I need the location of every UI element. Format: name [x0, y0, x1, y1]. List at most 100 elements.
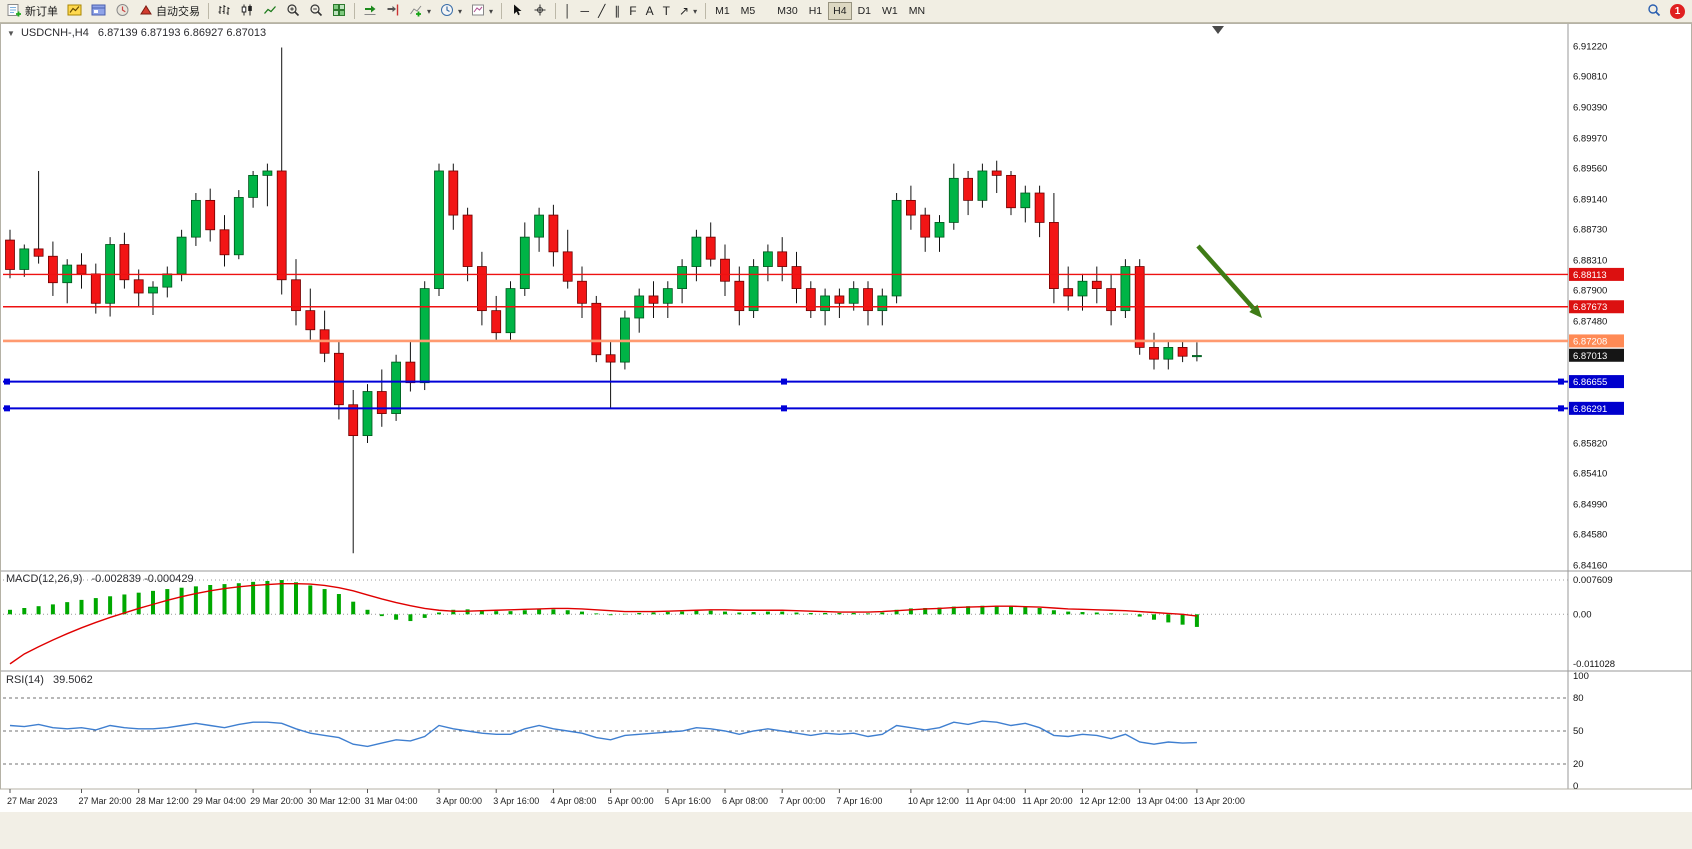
fibonacci-button[interactable]: F — [625, 1, 640, 21]
svg-text:13 Apr 20:00: 13 Apr 20:00 — [1194, 796, 1245, 806]
svg-text:6.87673: 6.87673 — [1573, 302, 1607, 313]
timeframe-d1-button[interactable]: D1 — [853, 2, 876, 20]
macd-signal-line — [9, 582, 1197, 665]
arrows-button[interactable]: ↗ ▾ — [675, 1, 701, 21]
line-handle[interactable] — [1558, 405, 1564, 412]
line-handle[interactable] — [781, 405, 787, 412]
periods-button[interactable]: ▾ — [436, 1, 466, 21]
price-badge — [1569, 401, 1624, 415]
candlestick-chart-button[interactable] — [236, 1, 258, 21]
text-button[interactable]: A — [642, 1, 658, 21]
timeframe-m5-button[interactable]: M5 — [736, 2, 761, 20]
timeframe-m1-button[interactable]: M1 — [710, 2, 735, 20]
timeframe-h4-button[interactable]: H4 — [828, 2, 852, 20]
new-order-label: 新订单 — [25, 6, 58, 18]
svg-text:3 Apr 16:00: 3 Apr 16:00 — [493, 796, 539, 806]
svg-text:6.87480: 6.87480 — [1573, 316, 1607, 327]
timeframe-h1-button[interactable]: H1 — [804, 2, 827, 20]
label-button[interactable]: T — [659, 1, 674, 21]
chart-shift-button[interactable] — [382, 1, 404, 21]
chevron-down-icon: ▾ — [693, 6, 698, 16]
trend-arrow-head[interactable] — [1249, 304, 1262, 318]
trendline-button[interactable]: ╱ — [594, 1, 609, 21]
timeframe-w1-button[interactable]: W1 — [877, 2, 903, 20]
templates-button[interactable]: ▾ — [467, 1, 497, 21]
svg-text:29 Mar 20:00: 29 Mar 20:00 — [250, 796, 303, 806]
timeframe-m30-button[interactable]: M30 — [772, 2, 802, 20]
svg-text:6.84580: 6.84580 — [1573, 530, 1607, 541]
price-badge — [1569, 375, 1624, 389]
chart-header: ▼ USDCNH-,H4 6.87139 6.87193 6.86927 6.8… — [7, 27, 266, 39]
bar-chart-button[interactable] — [213, 1, 235, 21]
svg-text:6.87900: 6.87900 — [1573, 286, 1607, 297]
new-order-button[interactable]: 新订单 — [3, 1, 62, 21]
timeframe-m15-button[interactable] — [761, 2, 771, 20]
ohlc-open: 6.87139 — [97, 27, 138, 39]
navigator-panel-button[interactable] — [111, 1, 134, 21]
svg-text:7 Apr 00:00: 7 Apr 00:00 — [779, 796, 825, 806]
trendline-icon: ╱ — [598, 4, 606, 18]
svg-text:0: 0 — [1573, 781, 1578, 792]
line-chart-button[interactable] — [259, 1, 281, 21]
svg-text:3 Apr 00:00: 3 Apr 00:00 — [436, 796, 482, 806]
template-icon — [471, 3, 485, 20]
svg-text:29 Mar 04:00: 29 Mar 04:00 — [193, 796, 246, 806]
symbol-label: USDCNH-,H4 — [20, 27, 89, 39]
line-handle[interactable] — [4, 405, 10, 412]
vertical-line-button[interactable]: │ — [560, 1, 576, 21]
timeframe-mn-button[interactable]: MN — [904, 2, 930, 20]
horizontal-line-button[interactable]: ─ — [577, 1, 594, 21]
toolbar-separator — [208, 3, 209, 19]
ohlc-close: 6.87013 — [226, 27, 267, 39]
channel-icon: ∥ — [614, 4, 621, 18]
svg-text:6.89970: 6.89970 — [1573, 133, 1607, 144]
channel-button[interactable]: ∥ — [610, 1, 624, 21]
cursor-button[interactable] — [506, 1, 528, 21]
label-icon: T — [662, 4, 670, 18]
rsi-value: 39.5062 — [52, 674, 93, 686]
svg-text:6.85820: 6.85820 — [1573, 438, 1607, 449]
price-badge — [1569, 267, 1624, 281]
vertical-line-icon: │ — [564, 4, 572, 18]
new-order-icon — [7, 3, 22, 20]
crosshair-button[interactable] — [529, 1, 551, 21]
svg-text:6 Apr 08:00: 6 Apr 08:00 — [722, 796, 768, 806]
svg-text:6.87013: 6.87013 — [1573, 351, 1607, 362]
autotrade-button[interactable]: 自动交易 — [135, 1, 204, 21]
notification-badge[interactable]: 1 — [1670, 3, 1685, 19]
svg-text:5 Apr 16:00: 5 Apr 16:00 — [665, 796, 711, 806]
indicators-icon — [409, 3, 423, 20]
search-icon — [1647, 3, 1661, 20]
indicators-button[interactable]: ▾ — [405, 1, 435, 21]
chart-canvas[interactable]: 6.91220 6.90810 6.90390 6.89970 6.89560 6.891… — [0, 23, 1692, 849]
svg-text:27 Mar 20:00: 27 Mar 20:00 — [79, 796, 132, 806]
charts-panel-button[interactable] — [63, 1, 86, 21]
trend-arrow-object[interactable] — [1196, 244, 1256, 310]
macd-label: MACD(12,26,9) — [6, 573, 83, 585]
line-handle[interactable] — [1558, 378, 1564, 385]
auto-scroll-button[interactable] — [359, 1, 381, 21]
tile-windows-icon — [332, 3, 346, 20]
line-handle[interactable] — [781, 378, 787, 385]
svg-text:0.00: 0.00 — [1573, 609, 1592, 620]
svg-text:80: 80 — [1573, 693, 1584, 704]
tile-windows-button[interactable] — [328, 1, 350, 21]
svg-text:7 Apr 16:00: 7 Apr 16:00 — [836, 796, 882, 806]
svg-text:11 Apr 04:00: 11 Apr 04:00 — [965, 796, 1015, 806]
search-button[interactable] — [1643, 1, 1665, 21]
charts-panel-icon — [67, 3, 82, 20]
ohlc-low: 6.86927 — [183, 27, 224, 39]
svg-text:6.90390: 6.90390 — [1573, 103, 1607, 114]
zoom-out-button[interactable] — [305, 1, 327, 21]
chart-shift-marker[interactable] — [1212, 26, 1224, 34]
symbol-dropdown-icon[interactable]: ▼ — [7, 29, 15, 38]
svg-text:6.86291: 6.86291 — [1573, 404, 1607, 415]
zoom-in-button[interactable] — [282, 1, 304, 21]
line-handle[interactable] — [4, 378, 10, 385]
svg-text:5 Apr 00:00: 5 Apr 00:00 — [608, 796, 654, 806]
toolbar-separator — [501, 3, 503, 19]
svg-text:0.007609: 0.007609 — [1573, 575, 1613, 586]
bar-chart-icon — [217, 3, 231, 20]
time-axis[interactable] — [9, 789, 1198, 793]
profile-panel-button[interactable] — [87, 1, 110, 21]
